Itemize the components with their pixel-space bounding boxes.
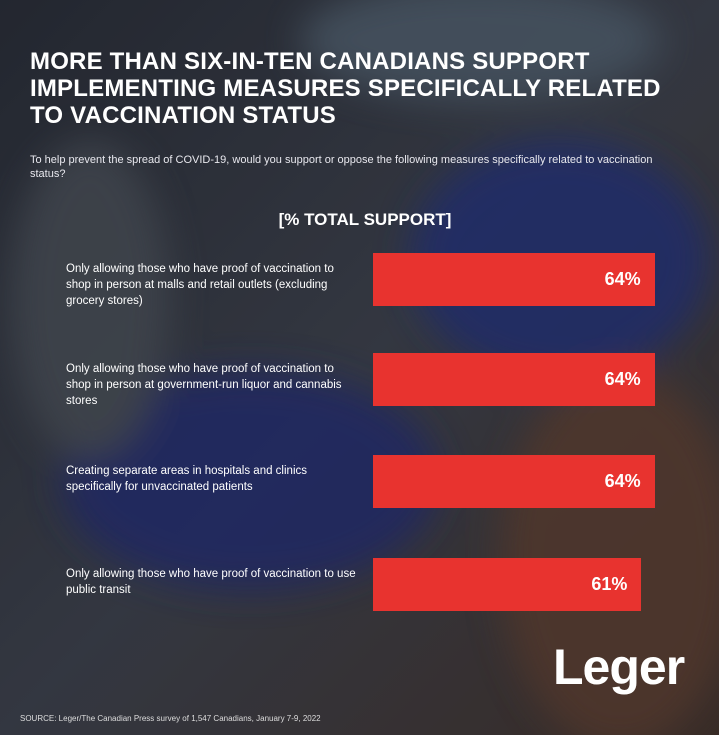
category-label: Creating separate areas in hospitals and… [66, 465, 307, 493]
title: MORE THAN SIX-IN-TEN CANADIANS SUPPORT I… [30, 48, 661, 129]
bar [373, 353, 655, 406]
logo: Leger [553, 639, 685, 695]
bar [373, 253, 655, 306]
category-label: Only allowing those who have proof of va… [66, 363, 342, 407]
category-label: Only allowing those who have proof of va… [66, 263, 334, 307]
source: SOURCE: Leger/The Canadian Press survey … [20, 714, 321, 723]
value-label: 61% [591, 574, 628, 594]
subtitle: To help prevent the spread of COVID-19, … [30, 154, 653, 180]
value-label: 64% [604, 471, 641, 491]
bar [373, 455, 655, 508]
value-label: 64% [604, 369, 641, 389]
value-label: 64% [604, 269, 641, 289]
bar [373, 558, 642, 611]
header: [% TOTAL SUPPORT] [278, 210, 452, 229]
category-label: Only allowing those who have proof of va… [66, 568, 356, 596]
